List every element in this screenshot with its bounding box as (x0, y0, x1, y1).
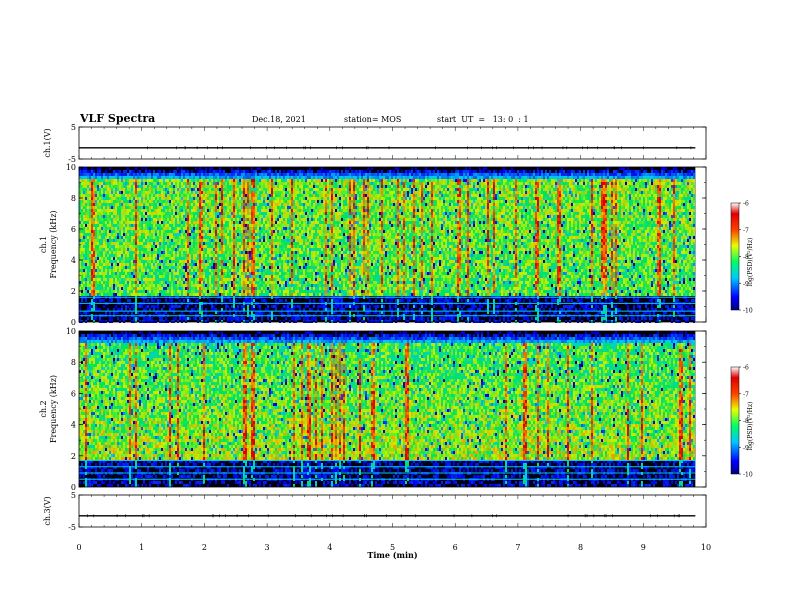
colorbar-tick-label: -7 (743, 391, 749, 398)
colorbar-label: log(PSD)(V²/Hz) (747, 402, 754, 451)
y-tick-label: 2 (71, 287, 76, 296)
panel-frame (79, 127, 706, 159)
x-tick-label: 0 (76, 543, 81, 552)
y-axis-label: ch.1(V) (43, 128, 52, 157)
panel-ch1-voltage: 5-5ch.1(V) (43, 123, 706, 164)
y-tick-label: 5 (71, 123, 76, 132)
y-tick-label: 2 (71, 452, 76, 461)
colorbar (731, 203, 739, 310)
y-tick-label: -5 (68, 523, 76, 532)
colorbar-label: log(PSD)(V²/Hz) (747, 238, 754, 287)
y-tick-label: 6 (71, 225, 76, 234)
colorbar-tick-label: -6 (743, 201, 749, 208)
y-tick-label: 4 (71, 421, 76, 430)
y-tick-label: 6 (71, 389, 76, 398)
x-tick-label: 6 (453, 543, 458, 552)
colorbar-tick-label: -7 (743, 227, 749, 234)
panels: 5-5ch.1(V)-6-7-8-9-10log(PSD)(V²/Hz)0246… (39, 123, 754, 532)
y-axis-label: ch.1 (39, 236, 48, 253)
colorbar-tick-label: -6 (743, 365, 749, 372)
y-tick-label: 10 (66, 163, 76, 172)
y-axis-label: Frequency (kHz) (49, 375, 58, 443)
colorbar-tick-label: -10 (743, 308, 753, 315)
x-tick-label: 10 (701, 543, 711, 552)
spectrogram-ch2-spectrogram (79, 331, 695, 487)
x-tick-label: 4 (327, 543, 332, 552)
colorbar-tick-label: -10 (743, 472, 753, 479)
x-axis-label: Time (min) (367, 550, 417, 560)
y-tick-label: 10 (66, 327, 76, 336)
x-tick-label: 7 (515, 543, 520, 552)
colorbar (731, 367, 739, 474)
y-tick-label: 0 (71, 318, 76, 327)
y-tick-label: 8 (71, 358, 76, 367)
x-tick-label: 8 (578, 543, 583, 552)
y-tick-label: 5 (71, 491, 76, 500)
y-tick-label: 4 (71, 256, 76, 265)
panel-frame (79, 495, 706, 527)
y-axis-label: ch.3(V) (43, 496, 52, 525)
y-axis-label: Frequency (kHz) (49, 210, 58, 278)
y-tick-label: 8 (71, 194, 76, 203)
x-tick-label: 1 (139, 543, 144, 552)
x-tick-label: 9 (641, 543, 646, 552)
x-tick-label: 3 (265, 543, 270, 552)
x-tick-label: 2 (202, 543, 207, 552)
y-axis-label: ch.2 (39, 400, 48, 417)
panel-ch3-voltage: 5 -5 ch.3(V) (43, 491, 706, 532)
